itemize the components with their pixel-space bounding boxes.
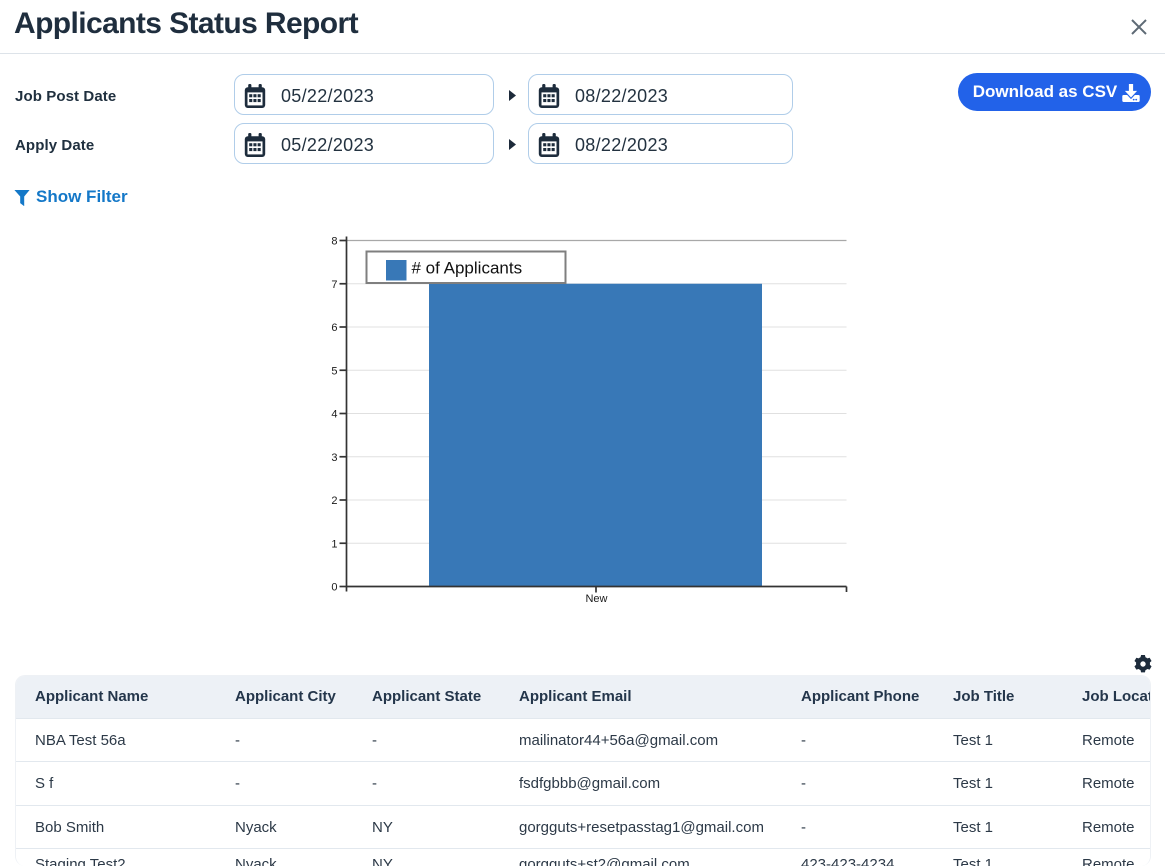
svg-text:4: 4 [331, 409, 337, 421]
svg-text:6: 6 [331, 322, 337, 334]
svg-text:0: 0 [331, 582, 337, 594]
svg-text:8: 8 [331, 236, 337, 248]
svg-text:New: New [585, 593, 607, 605]
svg-text:3: 3 [331, 452, 337, 464]
svg-text:5: 5 [331, 365, 337, 377]
svg-text:2: 2 [331, 495, 337, 507]
svg-text:# of Applicants: # of Applicants [412, 259, 523, 278]
svg-text:7: 7 [331, 279, 337, 291]
svg-text:1: 1 [331, 538, 337, 550]
